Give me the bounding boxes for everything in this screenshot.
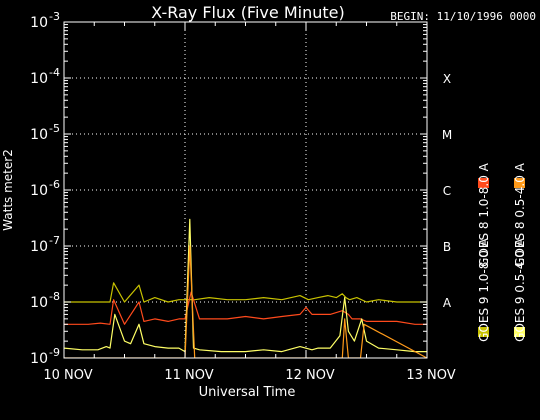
flare-class-label: M	[442, 128, 452, 142]
flare-class-labels: A B C M X	[442, 72, 452, 310]
legend-label: GOES 8 1.0-8.0 A	[477, 162, 491, 267]
legend-item: GOES 9 1.0-8.0 A	[477, 237, 491, 342]
chart-subtitle: BEGIN: 11/10/1996 0000	[390, 10, 536, 23]
x-tick-label: 13 NOV	[406, 368, 455, 383]
chart-title: X-Ray Flux (Five Minute)	[151, 3, 344, 22]
legend-label: GOES 8 0.5-4.0 A	[513, 162, 527, 267]
y-tick-label: 10	[30, 71, 48, 87]
legend-label: GOES 9 0.5-4.0 A	[513, 237, 527, 342]
y-tick-label: 10	[30, 351, 48, 367]
y-tick-exponent: -8	[49, 290, 60, 303]
y-tick-label: 10	[30, 239, 48, 255]
plot-axes	[63, 21, 428, 359]
series-line-goes9-short	[64, 218, 427, 353]
legend-swatch	[514, 327, 525, 337]
series-lines	[64, 218, 427, 358]
series-line-goes8-long	[64, 291, 427, 325]
x-tick-label: 12 NOV	[285, 368, 334, 383]
x-axis-label: Universal Time	[199, 385, 296, 400]
y-tick-exponent: -3	[49, 10, 60, 23]
y-tick-exponent: -9	[49, 346, 60, 359]
y-tick-exponent: -5	[49, 122, 60, 135]
legend: GOES 8 1.0-8.0 A GOES 8 0.5-4.0 A GOES 9 1…	[477, 162, 527, 342]
series-line-goes9-long	[64, 282, 427, 303]
x-tick-label: 11 NOV	[164, 368, 213, 383]
flare-class-label: C	[443, 184, 451, 198]
y-tick-label: 10	[30, 15, 48, 31]
legend-item: GOES 9 0.5-4.0 A	[513, 237, 527, 342]
y-tick-label: 10	[30, 295, 48, 311]
legend-label: GOES 9 1.0-8.0 A	[477, 237, 491, 342]
y-tick-label: 10	[30, 127, 48, 143]
y-tick-exponent: -4	[49, 66, 60, 79]
legend-swatch	[478, 178, 489, 188]
x-tick-labels: 10 NOV 11 NOV 12 NOV 13 NOV	[43, 368, 455, 383]
y-tick-labels: 10-910-810-710-610-510-410-3	[30, 10, 60, 367]
y-axis-label: Watts meter2	[1, 149, 15, 231]
legend-swatch	[514, 178, 525, 188]
flare-class-label: B	[443, 240, 451, 254]
legend-item: GOES 8 1.0-8.0 A	[477, 162, 491, 267]
y-tick-exponent: -6	[49, 178, 60, 191]
y-tick-exponent: -7	[49, 234, 60, 247]
flare-class-label: X	[443, 72, 451, 86]
y-tick-label: 10	[30, 183, 48, 199]
legend-swatch	[478, 327, 489, 337]
legend-item: GOES 8 0.5-4.0 A	[513, 162, 527, 267]
flare-class-label: A	[443, 296, 452, 310]
x-tick-label: 10 NOV	[43, 368, 92, 383]
